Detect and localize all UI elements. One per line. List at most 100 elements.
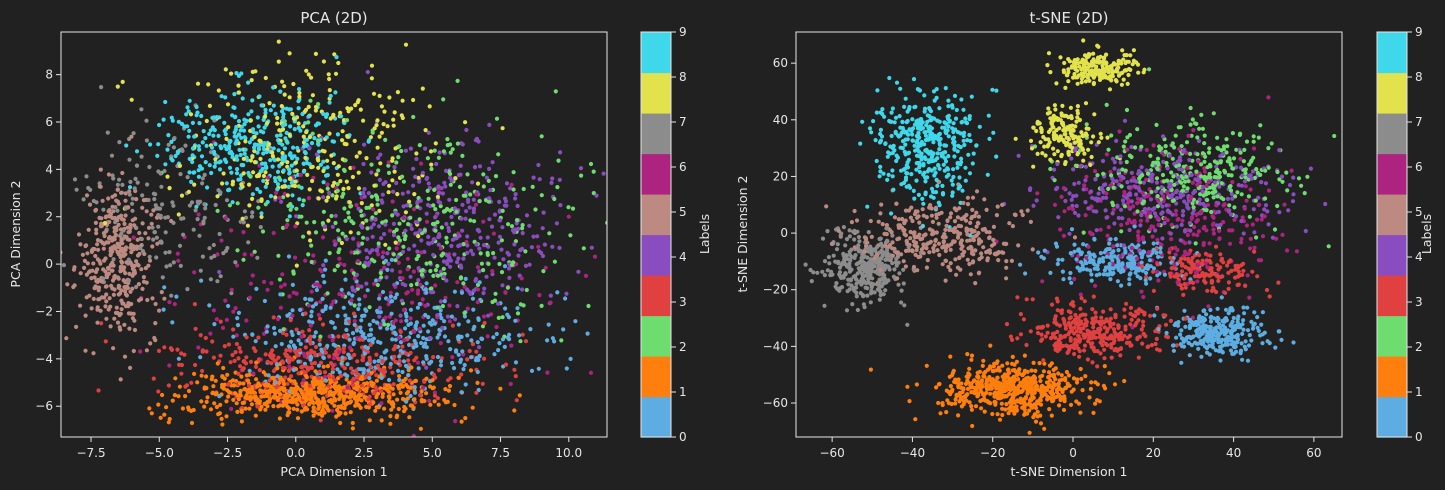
scatter-point (325, 186, 330, 191)
scatter-point (452, 206, 457, 211)
scatter-point (414, 256, 419, 262)
scatter-point (443, 168, 449, 173)
scatter-point (372, 359, 377, 364)
scatter-point (252, 145, 257, 150)
scatter-point (332, 325, 337, 330)
scatter-point (956, 377, 961, 382)
scatter-point (229, 291, 234, 296)
scatter-point (169, 218, 174, 224)
scatter-point (268, 354, 273, 360)
scatter-point (369, 194, 374, 199)
scatter-point (465, 306, 470, 311)
scatter-point (179, 362, 184, 368)
scatter-point (338, 394, 343, 399)
scatter-point (316, 363, 321, 368)
scatter-point (261, 151, 266, 156)
scatter-point (455, 304, 460, 309)
scatter-point (1154, 122, 1159, 127)
scatter-point (1174, 201, 1179, 206)
scatter-point (1230, 180, 1235, 185)
scatter-point (393, 337, 398, 342)
scatter-point (1083, 200, 1088, 205)
scatter-point (378, 325, 383, 330)
scatter-point (424, 261, 429, 266)
scatter-point (282, 92, 287, 97)
scatter-point (117, 245, 122, 250)
scatter-point (398, 313, 403, 318)
scatter-point (203, 160, 208, 165)
scatter-point (281, 168, 286, 173)
scatter-point (240, 367, 245, 372)
scatter-point (403, 228, 408, 233)
scatter-point (334, 55, 339, 60)
scatter-point (1128, 322, 1133, 327)
scatter-point (122, 221, 127, 226)
scatter-point (549, 180, 554, 185)
scatter-point (1122, 307, 1127, 312)
scatter-point (110, 278, 116, 283)
scatter-point (149, 411, 154, 416)
scatter-point (250, 196, 255, 201)
scatter-point (292, 127, 297, 132)
scatter-point (316, 158, 321, 163)
scatter-point (226, 381, 231, 386)
scatter-point (169, 347, 175, 352)
scatter-point (423, 287, 428, 292)
scatter-point (499, 270, 505, 275)
scatter-point (402, 404, 407, 410)
scatter-point (304, 160, 310, 166)
scatter-point (435, 396, 440, 401)
scatter-point (83, 313, 88, 318)
scatter-point (380, 192, 385, 197)
scatter-point (396, 406, 401, 412)
scatter-point (295, 221, 300, 226)
scatter-point (325, 173, 330, 178)
scatter-point (106, 307, 111, 312)
scatter-point (500, 126, 505, 131)
scatter-point (339, 361, 344, 366)
scatter-point (1038, 140, 1043, 145)
scatter-point (400, 344, 405, 349)
scatter-point (233, 350, 238, 355)
scatter-point (286, 184, 291, 189)
scatter-point (448, 347, 453, 352)
scatter-point (465, 172, 470, 177)
scatter-point (1055, 261, 1060, 267)
scatter-point (107, 219, 112, 225)
scatter-point (379, 104, 384, 109)
scatter-point (352, 303, 357, 308)
scatter-point (252, 134, 257, 139)
colorbar-frame (640, 31, 672, 438)
scatter-point (1186, 179, 1191, 184)
scatter-point (337, 349, 342, 355)
scatter-point (365, 226, 370, 231)
scatter-point (278, 305, 283, 310)
scatter-point (446, 378, 451, 383)
scatter-point (1106, 225, 1111, 230)
scatter-point (1234, 147, 1239, 152)
scatter-point (386, 297, 391, 303)
scatter-point (1072, 276, 1077, 282)
scatter-point (425, 202, 431, 208)
scatter-point (275, 374, 280, 379)
scatter-point (118, 248, 123, 253)
scatter-point (1076, 180, 1081, 185)
scatter-point (271, 395, 276, 400)
scatter-point (443, 295, 448, 300)
scatter-point (172, 136, 177, 141)
scatter-point (297, 94, 302, 99)
scatter-point (292, 348, 297, 353)
scatter-point (1240, 215, 1245, 220)
scatter-point (1308, 166, 1313, 171)
scatter-point (1119, 207, 1124, 212)
scatter-point (413, 323, 418, 328)
scatter-point (264, 150, 269, 155)
scatter-point (107, 296, 112, 301)
scatter-point (1183, 249, 1188, 254)
scatter-point (196, 168, 201, 173)
scatter-point (1230, 131, 1235, 136)
scatter-point (153, 338, 158, 343)
scatter-point (286, 368, 291, 373)
scatter-point (211, 133, 216, 138)
scatter-point (250, 210, 255, 215)
